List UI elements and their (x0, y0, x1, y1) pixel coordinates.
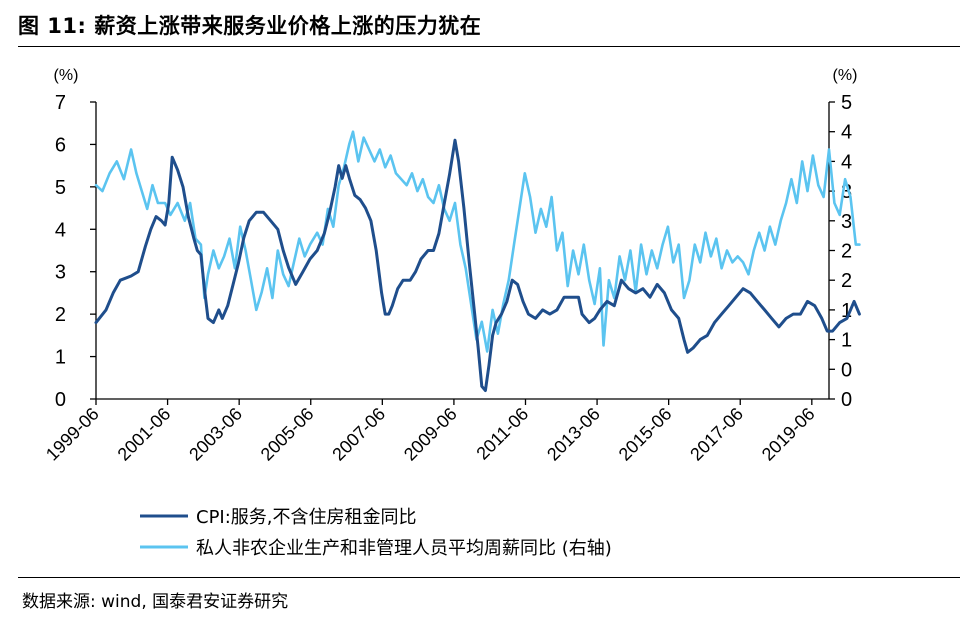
y-right-tick-label: 4 (841, 122, 852, 144)
legend-label-earnings: 私人非农企业生产和非管理人员平均周薪同比 (右轴) (196, 538, 612, 559)
y-right-tick-label: 1 (841, 300, 852, 322)
y-left-tick-label: 6 (55, 134, 66, 156)
y-right-tick-label: 3 (841, 211, 852, 233)
y-right-unit: (%) (833, 67, 858, 84)
x-tick-label: 2001-06 (114, 404, 175, 465)
y-right-tick-label: 2 (841, 270, 852, 292)
x-tick-label: 2011-06 (472, 404, 532, 464)
x-tick-label: 2013-06 (543, 404, 604, 465)
x-tick-label: 2003-06 (185, 404, 246, 465)
y-left-tick-label: 4 (55, 219, 66, 241)
y-right-tick-label: 1 (841, 330, 852, 352)
x-tick-label: 2017-06 (686, 404, 747, 465)
y-right-tick-label: 0 (841, 389, 852, 411)
series-layer (94, 130, 861, 392)
source-note: 数据来源: wind, 国泰君安证券研究 (22, 592, 289, 612)
x-tick-label: 2007-06 (328, 404, 389, 465)
x-tick-label: 2019-06 (758, 404, 819, 465)
series-cpi-services-line (94, 138, 861, 392)
y-left-tick-label: 2 (55, 304, 66, 326)
y-right-tick-label: 0 (841, 359, 852, 381)
x-tick-label: 1999-06 (42, 404, 103, 465)
y-right-tick-label: 4 (841, 151, 852, 173)
y-left-tick-label: 5 (55, 177, 66, 199)
y-left-tick-label: 3 (55, 262, 66, 284)
x-tick-label: 2009-06 (400, 404, 461, 465)
bottom-rule (18, 577, 960, 578)
top-rule (18, 46, 960, 47)
x-tick-label: 2005-06 (257, 404, 318, 465)
y-right-tick-label: 2 (841, 241, 852, 263)
y-left-tick-label: 1 (55, 347, 66, 369)
series-weekly-earnings-line (94, 130, 861, 353)
y-right-tick-label: 5 (841, 92, 852, 114)
figure-title-text: 薪资上涨带来服务业价格上涨的压力犹在 (94, 14, 482, 38)
figure-label: 图 11: (18, 14, 87, 38)
x-tick-label: 2015-06 (615, 404, 676, 465)
y-left-tick-label: 0 (55, 389, 66, 411)
figure-title: 图 11: 薪资上涨带来服务业价格上涨的压力犹在 (18, 10, 481, 40)
legend-label-cpi: CPI:服务,不含住房租金同比 (196, 507, 417, 528)
y-right-tick-label: 3 (841, 181, 852, 203)
y-left-unit: (%) (54, 67, 79, 84)
y-left-tick-label: 7 (55, 92, 66, 114)
